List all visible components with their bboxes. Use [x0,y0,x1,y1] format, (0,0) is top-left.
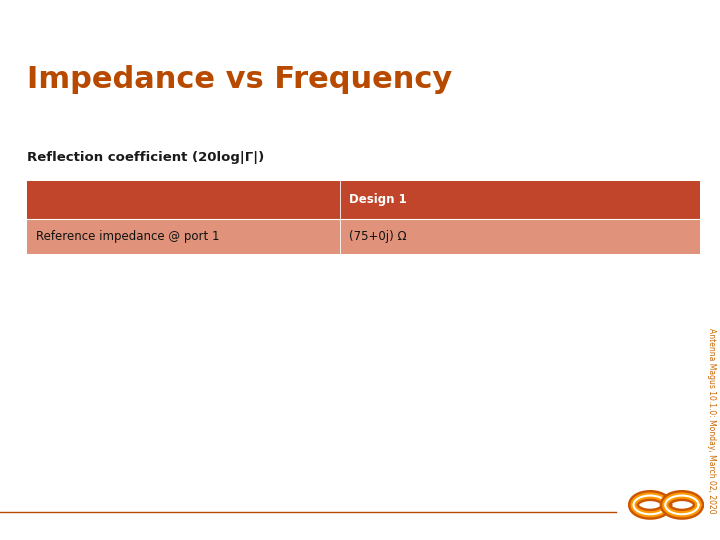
FancyBboxPatch shape [27,181,700,219]
Text: (75+0j) Ω: (75+0j) Ω [348,230,406,243]
Text: Reference impedance @ port 1: Reference impedance @ port 1 [36,230,220,243]
Text: Design 1: Design 1 [348,193,407,206]
Text: Antenna Magus 10.1.0: Monday, March 02, 2020: Antenna Magus 10.1.0: Monday, March 02, … [707,328,716,514]
Text: Impedance vs Frequency: Impedance vs Frequency [27,65,453,94]
Text: Reflection coefficient (20log|Γ|): Reflection coefficient (20log|Γ|) [27,151,265,164]
FancyBboxPatch shape [27,219,700,254]
